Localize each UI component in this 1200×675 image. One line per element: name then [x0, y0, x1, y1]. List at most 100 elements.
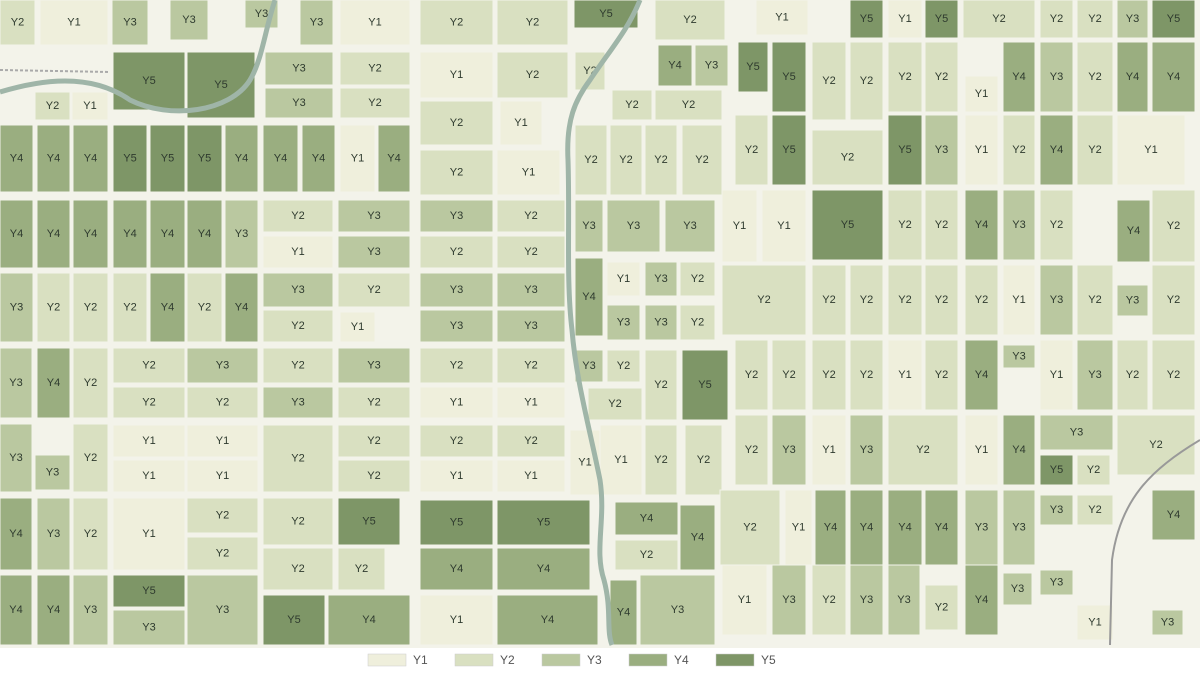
parcel-label: Y3: [897, 594, 910, 606]
parcel: [606, 199, 661, 253]
parcel-label: Y4: [123, 228, 136, 240]
parcel: [771, 564, 807, 636]
parcel: [337, 547, 386, 591]
parcel: [964, 564, 999, 636]
parcel-label: Y2: [757, 294, 770, 306]
parcel-label: Y3: [1050, 504, 1063, 516]
parcel-label: Y3: [782, 594, 795, 606]
parcel-label: Y4: [640, 512, 653, 524]
parcel-label: Y1: [1144, 144, 1157, 156]
parcel: [36, 199, 71, 269]
parcel-label: Y4: [47, 377, 60, 389]
parcel: [1116, 41, 1149, 113]
parcel-label: Y3: [310, 16, 323, 28]
parcel: [1076, 339, 1114, 411]
parcel: [1076, 41, 1114, 113]
parcel: [1076, 604, 1114, 641]
parcel: [639, 574, 716, 646]
parcel-label: Y1: [368, 16, 381, 28]
parcel-label: Y3: [291, 396, 304, 408]
parcel: [664, 199, 716, 253]
parcel: [1151, 264, 1196, 336]
parcel-label: Y1: [822, 444, 835, 456]
parcel: [1116, 339, 1149, 411]
parcel: [574, 199, 604, 253]
parcel: [654, 89, 723, 121]
parcel-label: Y2: [822, 369, 835, 381]
parcel: [771, 414, 807, 486]
parcel-label: Y2: [745, 444, 758, 456]
parcel-label: Y3: [9, 452, 22, 464]
legend-label: Y3: [587, 653, 602, 667]
parcel: [72, 124, 109, 193]
parcel-label: Y3: [705, 59, 718, 71]
parcel: [964, 264, 999, 336]
parcel-label: Y5: [123, 152, 136, 164]
parcel-label: Y4: [274, 152, 287, 164]
parcel: [924, 114, 959, 186]
parcel: [224, 199, 259, 269]
parcel-label: Y3: [582, 220, 595, 232]
parcel: [186, 574, 259, 646]
parcel-label: Y2: [1087, 464, 1100, 476]
parcel-label: Y2: [691, 316, 704, 328]
parcel: [186, 424, 259, 458]
parcel: [419, 149, 494, 196]
parcel-label: Y2: [367, 396, 380, 408]
parcel: [419, 347, 494, 384]
parcel-label: Y2: [935, 294, 948, 306]
parcel: [496, 272, 566, 308]
parcel-label: Y5: [1167, 13, 1180, 25]
parcel-label: Y1: [1050, 369, 1063, 381]
parcel-label: Y2: [355, 563, 368, 575]
parcel: [1151, 41, 1196, 113]
parcel-label: Y1: [351, 152, 364, 164]
parcel: [327, 594, 411, 646]
parcel-layer: Y2 Y1 Y3 Y3 Y3 Y3 Y1 Y2 Y2 Y5 Y2 Y1 Y5 Y1 Y5 Y2 Y2 Y2 Y3 Y5…: [0, 0, 1196, 646]
parcel-label: Y4: [9, 604, 22, 616]
parcel: [1002, 114, 1036, 186]
parcel: [337, 459, 411, 493]
parcel-label: Y2: [291, 515, 304, 527]
parcel: [339, 87, 411, 119]
parcel: [1039, 339, 1074, 411]
parcel-label: Y3: [935, 144, 948, 156]
parcel: [587, 387, 643, 421]
parcel: [771, 339, 807, 411]
parcel-label: Y3: [1126, 13, 1139, 25]
parcel-label: Y2: [368, 97, 381, 109]
parcel: [301, 124, 336, 193]
parcel: [36, 574, 71, 646]
railway: [0, 69, 111, 73]
parcel: [339, 124, 376, 193]
legend: Y1 Y2 Y3 Y4 Y5: [367, 653, 776, 667]
parcel-label: Y5: [782, 144, 795, 156]
parcel: [1039, 0, 1074, 39]
parcel: [811, 129, 884, 186]
parcel: [186, 272, 223, 343]
parcel-label: Y1: [578, 456, 591, 468]
parcel: [496, 149, 561, 196]
parcel-label: Y3: [860, 444, 873, 456]
parcel-label: Y2: [916, 444, 929, 456]
parcel-label: Y2: [142, 359, 155, 371]
parcel-label: Y2: [1167, 369, 1180, 381]
parcel-label: Y5: [841, 219, 854, 231]
parcel: [34, 454, 71, 491]
parcel-label: Y2: [860, 369, 873, 381]
parcel-label: Y3: [671, 604, 684, 616]
parcel-label: Y3: [367, 359, 380, 371]
parcel: [681, 349, 729, 421]
parcel: [887, 339, 923, 411]
parcel: [262, 124, 299, 193]
parcel-label: Y5: [746, 61, 759, 73]
parcel-label: Y2: [975, 294, 988, 306]
parcel-label: Y4: [84, 228, 97, 240]
parcel: [964, 189, 999, 261]
parcel: [734, 114, 769, 186]
parcel: [419, 459, 494, 493]
parcel: [644, 304, 678, 341]
parcel-label: Y4: [898, 521, 911, 533]
parcel-label: Y5: [450, 516, 463, 528]
parcel-label: Y3: [10, 301, 23, 313]
